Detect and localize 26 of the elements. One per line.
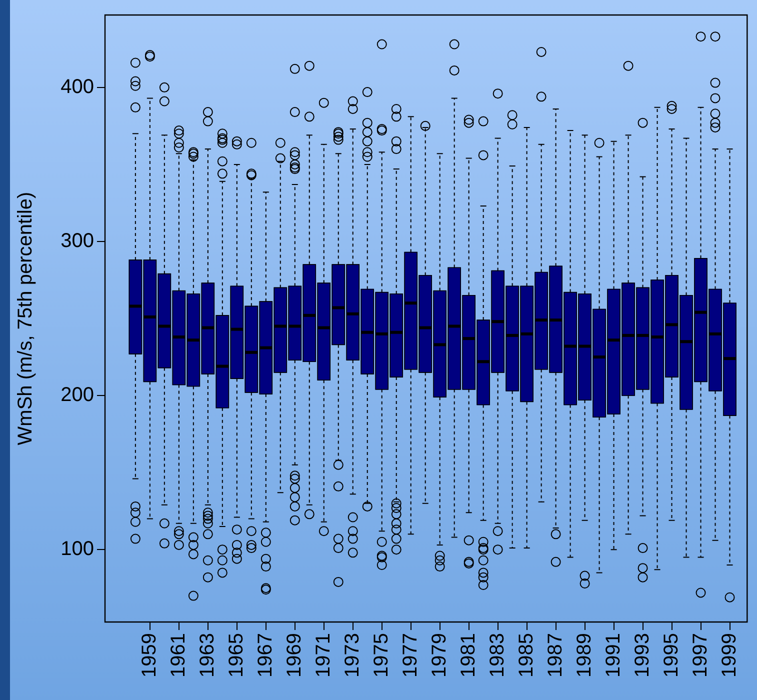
x-tick-label: 1997	[689, 633, 712, 678]
y-tick-label: 100	[60, 538, 94, 560]
x-tick-label: 1979	[428, 633, 450, 678]
x-tick-label: 1995	[660, 633, 682, 678]
x-tick-label: 1969	[283, 633, 306, 678]
y-tick-label: 200	[60, 384, 94, 406]
x-tick-label: 1991	[602, 633, 624, 678]
x-tick-label: 1977	[399, 633, 422, 678]
x-tick-label: 1971	[312, 633, 334, 678]
x-tick-label: 1961	[167, 633, 190, 678]
x-tick-label: 1965	[225, 633, 248, 678]
x-tick-label: 1963	[196, 633, 218, 678]
x-tick-label: 1985	[515, 633, 538, 678]
x-tick-label: 1987	[544, 633, 566, 678]
x-tick-label: 1983	[486, 633, 508, 678]
x-tick-label: 1993	[631, 633, 654, 678]
x-tick-label: 1981	[457, 633, 480, 678]
y-axis-title: WmSh (m/s, 75th percentile)	[14, 192, 37, 446]
x-tick-label: 1989	[573, 633, 596, 678]
x-tick-label: 1973	[341, 633, 364, 678]
x-tick-label: 1967	[254, 633, 276, 678]
x-tick-label: 1975	[370, 633, 392, 678]
y-tick-label: 400	[60, 76, 94, 98]
x-tick-label: 1959	[138, 633, 160, 678]
y-tick-label: 300	[60, 230, 94, 252]
x-tick-label: 1999	[718, 633, 740, 678]
